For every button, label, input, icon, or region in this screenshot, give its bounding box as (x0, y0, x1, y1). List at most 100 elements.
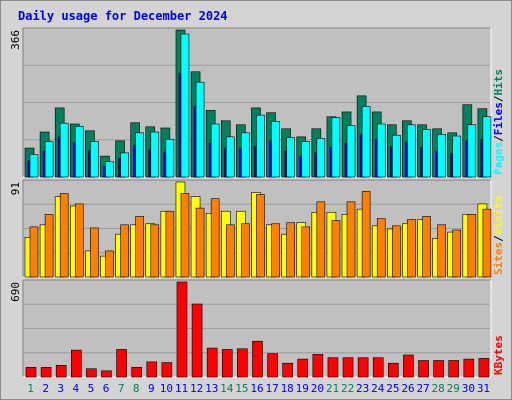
day-label: 1 (27, 382, 34, 395)
pages-bar (331, 117, 341, 178)
day-label: 3 (57, 382, 64, 395)
sites-bar (301, 226, 311, 278)
kbytes-bar (161, 362, 173, 378)
day-label: 10 (160, 382, 173, 395)
day-label: 24 (371, 382, 385, 395)
legend-hits: Hits (492, 69, 505, 96)
kbytes-bar (252, 340, 263, 378)
legend-pages: Pages (492, 142, 505, 175)
pages-bar (74, 126, 84, 178)
sites-bar (437, 224, 446, 278)
legend-sites: Sites (492, 242, 505, 275)
sites-bar (407, 219, 416, 278)
pages-bar (376, 123, 386, 178)
kbytes-bar (101, 370, 112, 378)
kbytes-bar (221, 349, 233, 378)
sites-bar (241, 223, 250, 278)
day-label: 19 (296, 382, 309, 395)
pages-bar (271, 121, 280, 178)
day-label: 8 (133, 382, 140, 395)
pages-bar (210, 123, 220, 178)
kbytes-bar (131, 367, 142, 378)
kbytes-bar (116, 349, 127, 378)
legend-visits: Visits (492, 196, 505, 236)
sites-bar (361, 191, 371, 278)
sites-bar (44, 214, 54, 278)
pages-bar (180, 33, 190, 178)
sites-bar (392, 225, 401, 278)
day-label: 2 (42, 382, 49, 395)
day-label: 5 (88, 382, 95, 395)
pages-bar (467, 124, 477, 178)
pages-bar (90, 141, 99, 178)
kbytes-bar (327, 357, 339, 378)
pages-bar (165, 138, 175, 178)
kbytes-bar (433, 360, 444, 378)
day-label: 7 (118, 382, 125, 395)
sites-bar (271, 223, 280, 278)
sites-bar (74, 203, 84, 278)
pages-bar (422, 129, 431, 178)
day-label: 21 (326, 382, 339, 395)
kbytes-legend: KBytes (492, 335, 505, 375)
pages-bar (105, 161, 114, 178)
day-label: 27 (416, 382, 429, 395)
pages-bar (316, 138, 326, 178)
legend-kbytes: KBytes (492, 335, 505, 375)
day-label: 22 (341, 382, 354, 395)
sites-bar (316, 201, 326, 278)
kbytes-bar (206, 347, 218, 378)
kbytes-y-max-label: 690 (9, 282, 22, 302)
pages-bar (361, 106, 371, 178)
pages-bar (437, 134, 446, 178)
day-label: 12 (190, 382, 203, 395)
sites-bar (180, 193, 190, 278)
pages-bar (286, 137, 295, 178)
day-label: 14 (220, 382, 234, 395)
sites-bar (195, 207, 205, 278)
day-label: 25 (386, 382, 399, 395)
pages-bar (135, 132, 144, 178)
kbytes-bar (176, 281, 188, 378)
pages-bar (120, 152, 129, 178)
sites-bar (210, 198, 220, 278)
hits-files-pages-legend: Pages/Files/Hits (492, 69, 505, 175)
day-label: 13 (205, 382, 218, 395)
sites-bar (135, 216, 144, 278)
pages-bar (452, 135, 462, 178)
sites-bar (482, 208, 492, 278)
kbytes-bar (448, 360, 460, 378)
sites-bar (120, 224, 129, 278)
kbytes-bar (25, 367, 37, 378)
sites-bar (286, 222, 295, 278)
kbytes-bar (403, 354, 414, 378)
legend-separator: / (492, 135, 505, 142)
pages-bar (225, 136, 235, 178)
pages-bar (392, 134, 401, 178)
sites-bar (105, 250, 114, 278)
pages-bar (346, 125, 356, 178)
day-label: 9 (148, 382, 155, 395)
sites-bar (59, 193, 69, 278)
kbytes-bar (191, 303, 203, 378)
day-label: 6 (103, 382, 110, 395)
legend-separator: / (492, 95, 505, 102)
kbytes-bar (55, 364, 67, 378)
pages-bar (407, 124, 416, 178)
legend-separator: / (492, 235, 505, 242)
kbytes-bar (267, 353, 278, 378)
kbytes-bar (357, 357, 369, 378)
kbytes-bar (478, 358, 490, 378)
sites-bar (452, 229, 462, 278)
sites-bar (256, 194, 265, 278)
sites-bar (150, 224, 160, 278)
sites-bar (331, 220, 341, 278)
pages-bar (482, 116, 492, 178)
kbytes-bar (40, 367, 52, 378)
sites-bar (422, 216, 431, 278)
sites-bar (376, 218, 386, 278)
day-label: 15 (235, 382, 248, 395)
sites-bar (467, 214, 477, 278)
pages-bar (301, 141, 311, 178)
